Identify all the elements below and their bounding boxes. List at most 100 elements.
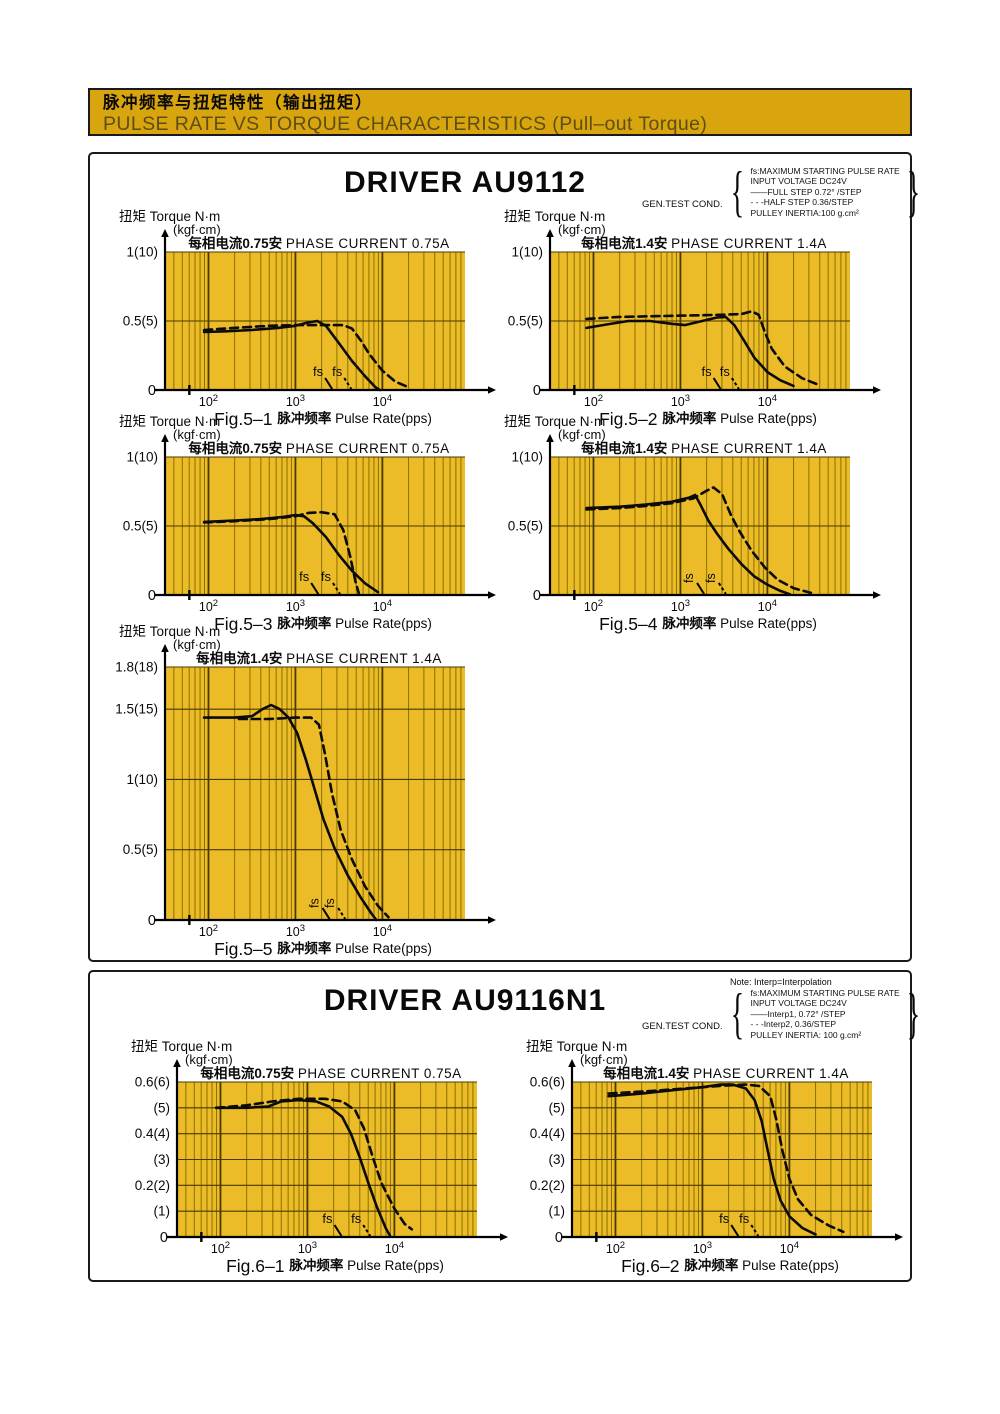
curve-half-step-0.36deg (585, 486, 813, 595)
origin-label: 0 (160, 1230, 168, 1246)
x-tick-label: 103 (671, 393, 690, 409)
curve-half-step-0.36deg (202, 323, 410, 389)
torque-axis-label: 扭矩 Torque N·m (504, 209, 605, 224)
x-tick-label: 102 (199, 923, 218, 939)
y-tick-label: 0.5(5) (123, 519, 158, 534)
torque-axis-label: 扭矩 Torque N·m (119, 414, 220, 429)
test-cond-line: fs:MAXIMUM STARTING PULSE RATE (750, 166, 900, 177)
x-axis-arrow-icon (895, 1233, 903, 1241)
chart-caption: Fig.5–5 脉冲频率 Pulse Rate(pps) (214, 939, 432, 959)
close-brace-glyph: } (906, 161, 920, 223)
chart--5-5: 1.8(18) 1.5(15) 1(10) 0.5(5) 0 102 103 104 扭矩 To… (115, 624, 496, 959)
curve-interp2-0.36deg (607, 1083, 845, 1234)
curve-interp1-0.72deg (214, 1098, 392, 1237)
x-axis-arrow-icon (873, 591, 881, 599)
curve-full-step-0.72deg (585, 493, 792, 596)
torque-axis-label: 扭矩 Torque N·m (131, 1039, 232, 1054)
x-tick-label: 104 (373, 598, 392, 614)
charts-au9112: 1(10) 0.5(5) 0 102 103 104 扭矩 Torque N·m (kgf·c… (90, 154, 910, 960)
y-tick-label: 0.6(6) (135, 1075, 170, 1090)
chart-title: 每相电流1.4安 PHASE CURRENT 1.4A (581, 440, 827, 456)
y-tick-label: 1(10) (126, 772, 158, 787)
test-cond-label: GEN.TEST COND. (642, 199, 723, 210)
fs-marker-label: fs (719, 1211, 730, 1226)
chart--5-3: 1(10) 0.5(5) 0 102 103 104 扭矩 Torque N·m(kgf·c… (119, 414, 496, 634)
y-tick-label: 1(10) (126, 245, 158, 260)
torque-axis-label: 扭矩 Torque N·m (119, 624, 220, 639)
origin-label: 0 (148, 913, 156, 929)
x-tick-label: 103 (286, 393, 305, 409)
torque-axis-unit-label: (kgf·cm) (580, 1052, 628, 1067)
y-tick-label: (1) (154, 1204, 171, 1219)
origin-label: 0 (533, 588, 541, 604)
fs-marker-label: fs (739, 1211, 750, 1226)
x-axis-arrow-icon (500, 1233, 508, 1241)
x-tick-label: 103 (671, 598, 690, 614)
test-cond-line: fs:MAXIMUM STARTING PULSE RATE (750, 988, 900, 999)
x-tick-label: 104 (373, 393, 392, 409)
y-tick-label: 1(10) (511, 245, 543, 260)
chart-caption: Fig.5–1 脉冲频率 Pulse Rate(pps) (214, 409, 432, 429)
test-cond-row: GEN.TEST COND. { fs:MAXIMUM STARTING PUL… (642, 986, 920, 1042)
fs-marker-tick (337, 907, 347, 920)
test-cond-line: INPUT VOLTAGE DC24V (750, 998, 847, 1009)
y-tick-label: 0.5(5) (123, 842, 158, 857)
origin-label: 0 (555, 1230, 563, 1246)
x-tick-label: 103 (286, 598, 305, 614)
x-axis-arrow-icon (488, 591, 496, 599)
torque-axis-unit-label: (kgf·cm) (558, 427, 606, 442)
x-tick-label: 104 (373, 923, 392, 939)
curve-half-step-0.36deg (237, 716, 390, 919)
torque-axis-unit-label: (kgf·cm) (173, 222, 221, 237)
y-tick-label: 1(10) (126, 450, 158, 465)
test-cond-line: ——FULL STEP 0.72° /STEP (750, 186, 862, 197)
fs-marker-tick (343, 377, 353, 390)
y-axis-arrow-icon (161, 434, 169, 442)
y-tick-label: 0.5(5) (508, 519, 543, 534)
chart--6-2: 0.6(6) (5) 0.4(4) (3) 0.2(2) (1) 0 102 103 104 扭矩 … (526, 1039, 903, 1276)
fs-marker-tick (362, 1224, 372, 1237)
torque-axis-unit-label: (kgf·cm) (185, 1052, 233, 1067)
x-tick-label: 102 (606, 1240, 625, 1256)
fs-marker-label: fs (351, 1211, 362, 1226)
test-cond-lines-au9112: fs:MAXIMUM STARTING PULSE RATE INPUT VOLT… (750, 166, 899, 218)
origin-label: 0 (148, 588, 156, 604)
y-tick-label: (1) (549, 1204, 566, 1219)
test-cond-line: - - -Interp2, 0.36/STEP (750, 1019, 836, 1030)
fs-marker-tick (310, 582, 320, 595)
y-tick-label: 0.5(5) (508, 314, 543, 329)
fs-marker-tick (712, 377, 722, 390)
fs-marker-tick (730, 1224, 740, 1237)
curve-half-step-0.36deg (202, 510, 361, 595)
test-cond-lines-au9116n1: fs:MAXIMUM STARTING PULSE RATE INPUT VOLT… (750, 988, 899, 1040)
x-axis-arrow-icon (873, 386, 881, 394)
origin-label: 0 (533, 383, 541, 399)
fs-marker-label: fs (322, 1211, 333, 1226)
x-tick-label: 103 (298, 1240, 317, 1256)
y-axis-arrow-icon (161, 229, 169, 237)
y-tick-label: (5) (549, 1100, 566, 1115)
close-brace-glyph: } (906, 983, 920, 1045)
x-tick-label: 104 (758, 598, 777, 614)
fs-marker-label: fs (323, 898, 337, 908)
test-cond-line: PULLEY INERTIA:100 g.cm² (750, 207, 859, 218)
fs-marker-label: fs (308, 898, 322, 908)
test-cond-line: PULLEY INERTIA: 100 g.cm² (750, 1029, 862, 1040)
chart--6-1: 0.6(6) (5) 0.4(4) (3) 0.2(2) (1) 0 102 103 104 扭矩 … (131, 1039, 508, 1276)
x-axis-arrow-icon (488, 916, 496, 924)
curve-full-step-0.72deg (202, 319, 382, 392)
chart-title: 每相电流1.4安 PHASE CURRENT 1.4A (196, 650, 442, 666)
x-tick-label: 102 (199, 393, 218, 409)
fs-marker-tick (750, 1224, 760, 1237)
curve-full-step-0.72deg (202, 703, 378, 922)
open-brace-glyph: { (730, 161, 744, 223)
driver-au9116n1-title: DRIVER AU9116N1 (323, 984, 607, 1017)
page-title-en: PULSE RATE VS TORQUE CHARACTERISTICS (Pu… (103, 112, 708, 135)
y-tick-label: (3) (549, 1152, 566, 1167)
y-tick-label: 1.5(15) (115, 702, 158, 717)
y-tick-label: 0.2(2) (135, 1178, 170, 1193)
torque-axis-unit-label: (kgf·cm) (173, 427, 221, 442)
fs-marker-tick (333, 1224, 343, 1237)
driver-au9112-panel: DRIVER AU9112 GEN.TEST COND. { fs:MAXIMU… (88, 152, 920, 962)
